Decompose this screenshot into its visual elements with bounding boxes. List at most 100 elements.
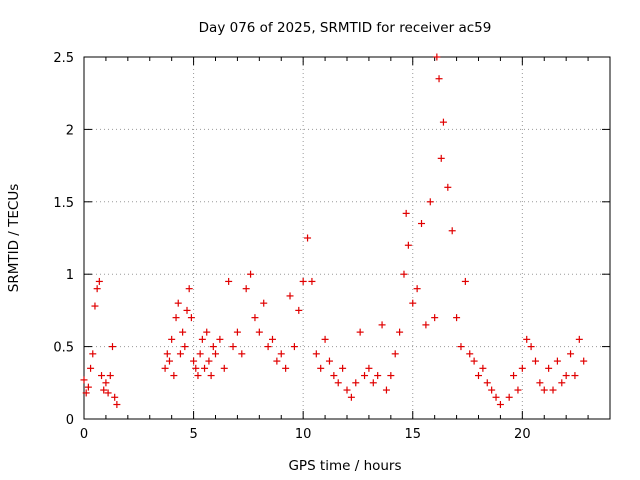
data-point [439,118,447,126]
data-point [387,372,395,380]
data-point [308,277,316,285]
data-point [518,364,526,372]
data-point [492,393,500,401]
x-tick-label: 10 [295,427,312,442]
data-point [277,350,285,358]
data-point [163,350,171,358]
y-tick-label: 2 [66,123,74,138]
data-point [510,372,518,380]
x-tick-label: 0 [80,427,88,442]
data-point [225,277,233,285]
data-point [558,379,566,387]
data-point [196,350,204,358]
data-point [488,386,496,394]
data-point [238,350,246,358]
data-point [264,343,272,351]
data-point [106,372,114,380]
data-point [203,328,211,336]
data-point [205,357,213,365]
data-point [426,198,434,206]
data-point [268,335,276,343]
data-point [192,364,200,372]
data-point [334,379,342,387]
data-point [273,357,281,365]
data-point [391,350,399,358]
data-point [402,209,410,217]
data-point [567,350,575,358]
data-point [168,335,176,343]
data-point [201,364,209,372]
data-point [437,154,445,162]
data-point [247,270,255,278]
data-point [185,285,193,293]
data-point [505,393,513,401]
x-tick-label: 15 [404,427,421,442]
data-point [523,335,531,343]
data-point [190,357,198,365]
data-point [475,372,482,380]
x-tick-label: 20 [514,427,531,442]
data-point [369,379,377,387]
data-point [404,241,412,249]
data-point [174,299,182,307]
data-point [378,321,386,329]
data-point [382,386,390,394]
data-point [95,277,103,285]
data-point [553,357,561,365]
data-point [435,75,443,83]
data-point [347,393,355,401]
data-point [260,299,268,307]
data-point [343,386,351,394]
data-point [100,386,108,394]
data-point [82,389,90,397]
data-point [361,372,369,380]
data-point [216,335,224,343]
data-point [108,343,116,351]
y-tick-label: 0 [66,413,74,428]
data-point [457,343,465,351]
data-point [352,379,360,387]
grid [84,57,610,419]
data-point [339,364,347,372]
data-point [111,393,119,401]
data-point [161,364,169,372]
data-point [483,379,491,387]
data-point [299,277,307,285]
data-point [448,227,456,235]
data-point [433,53,441,61]
data-point [321,335,329,343]
data-point [209,343,217,351]
data-point [461,277,469,285]
data-point [84,383,92,391]
data-point [113,401,121,409]
data-point [233,328,241,336]
data-point [212,350,219,358]
data-point [413,285,421,293]
data-point [531,357,539,365]
data-point [242,285,250,293]
data-point [80,376,88,384]
data-point [179,328,187,336]
data-point [431,314,439,322]
data-point [290,343,298,351]
data-point [207,372,215,380]
data-point [444,183,452,191]
data-point [540,386,548,394]
data-point [356,328,364,336]
data-point [400,270,408,278]
data-point [409,299,417,307]
data-point [198,335,206,343]
data-point [170,372,178,380]
data-point [470,357,478,365]
data-point [251,314,259,322]
data-point [496,401,504,409]
data-point [466,350,474,358]
data-point [527,343,535,351]
data-point [89,350,97,358]
data-point [255,328,263,336]
data-point [181,343,189,351]
data-point [418,220,426,228]
data-point [304,234,312,242]
y-tick-label: 1 [66,268,74,283]
